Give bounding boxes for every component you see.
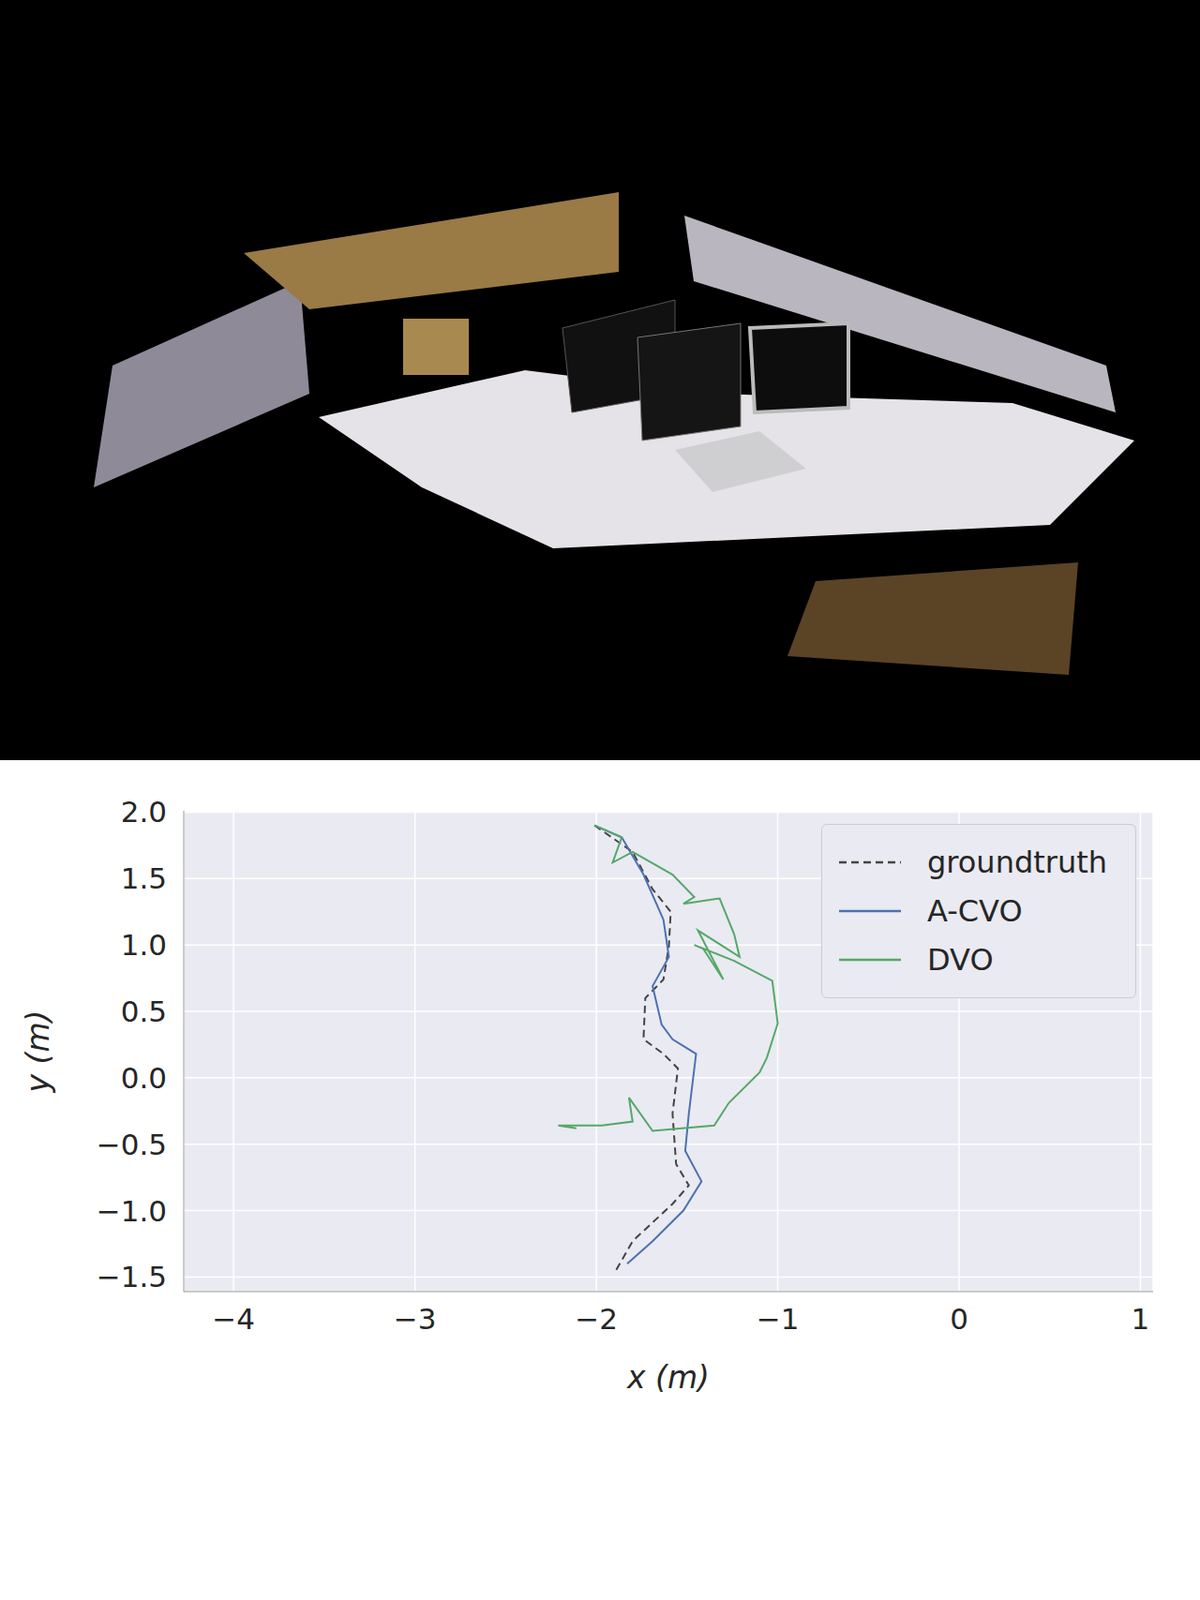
- svg-text:1: 1: [1131, 1302, 1151, 1336]
- svg-text:−4: −4: [211, 1302, 255, 1336]
- svg-text:2.0: 2.0: [120, 795, 167, 829]
- html-text:DVO: DVO: [927, 942, 994, 978]
- html-text:A-CVO: A-CVO: [927, 893, 1023, 930]
- svg-text:−1.0: −1.0: [96, 1194, 167, 1229]
- svg-text:−2: −2: [574, 1302, 618, 1336]
- svg-text:−1: −1: [756, 1302, 800, 1336]
- svg-text:1.0: 1.0: [120, 928, 167, 962]
- svg-text:−0.5: −0.5: [96, 1127, 167, 1162]
- svg-text:−3: −3: [393, 1302, 437, 1336]
- html-text:groundtruth: groundtruth: [927, 844, 1108, 881]
- svg-text:y (m): y (m): [19, 1010, 57, 1095]
- svg-text:0: 0: [949, 1302, 969, 1336]
- svg-text:0.0: 0.0: [120, 1061, 167, 1095]
- svg-text:1.5: 1.5: [120, 861, 167, 896]
- svg-text:x (m): x (m): [626, 1359, 710, 1396]
- svg-text:0.5: 0.5: [120, 994, 167, 1029]
- svg-text:−1.5: −1.5: [96, 1260, 167, 1294]
